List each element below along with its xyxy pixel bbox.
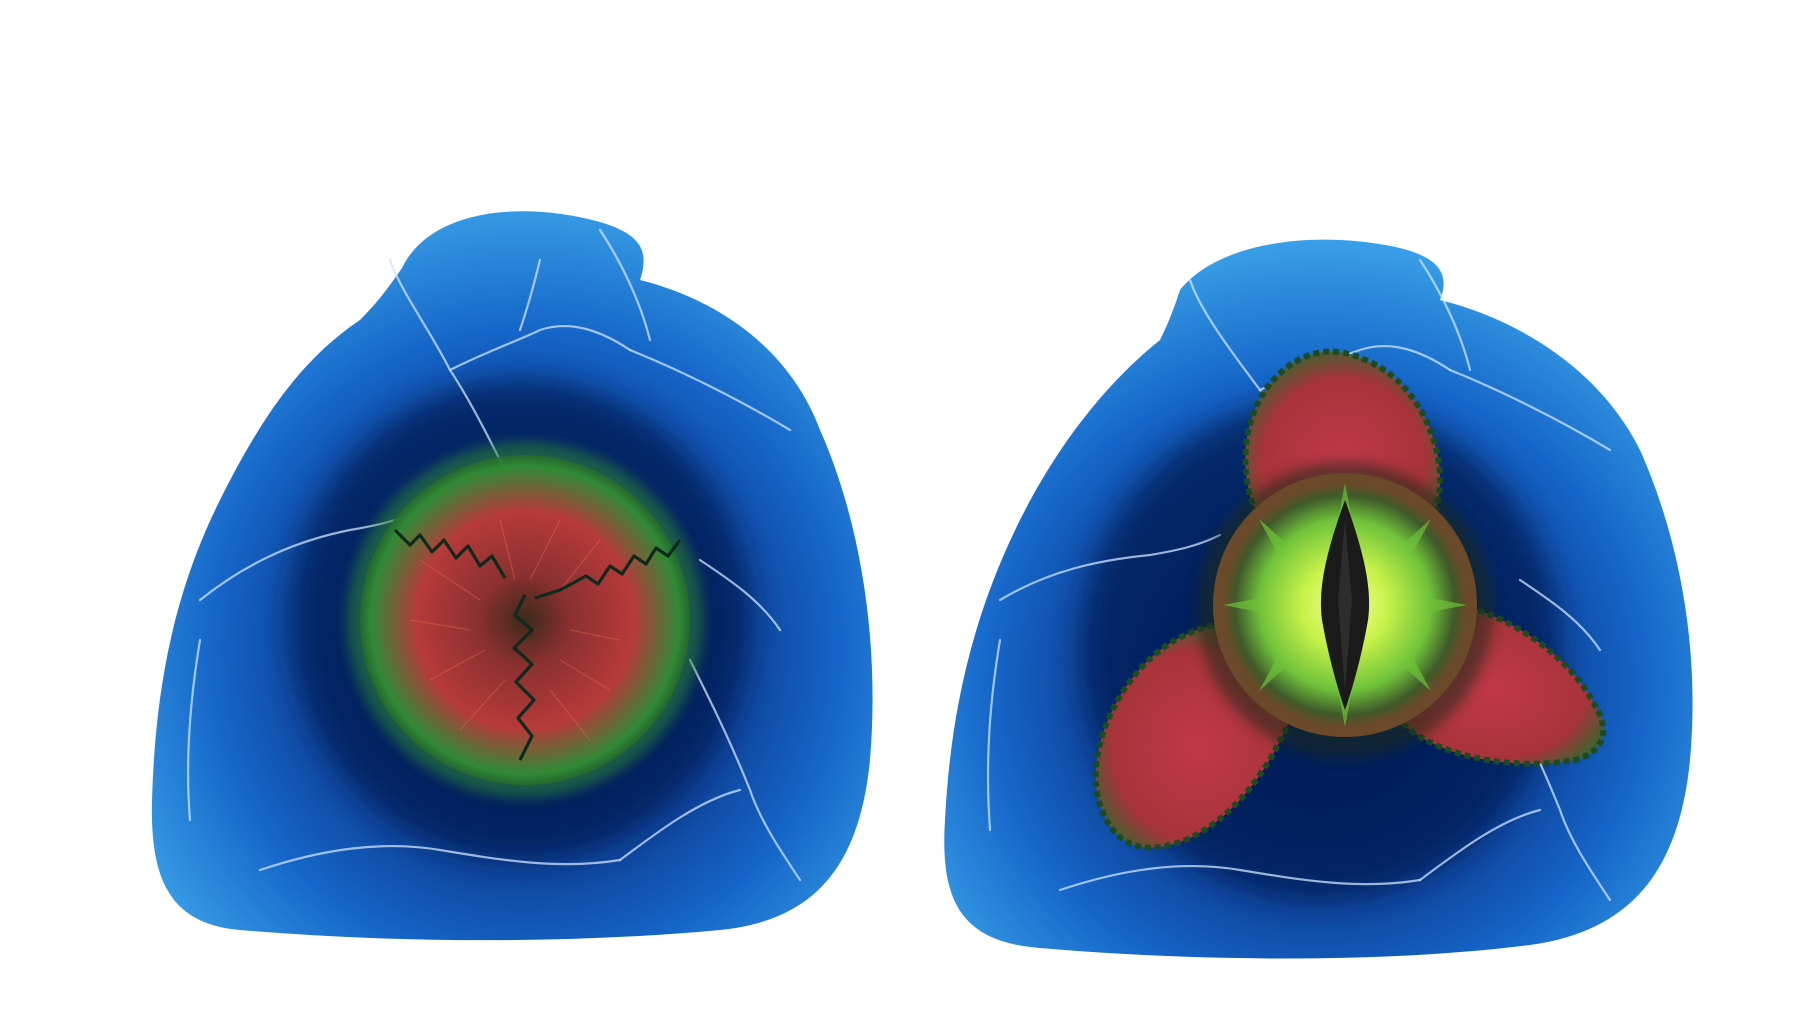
closed-eye-pod	[151, 211, 873, 941]
left-orb-seams	[393, 528, 682, 761]
left-shell-veins	[186, 228, 802, 882]
left-orb-texture	[409, 519, 621, 741]
pupil-highlight	[1338, 520, 1352, 690]
open-eye-pod	[944, 239, 1693, 959]
left-orb	[360, 455, 690, 785]
iris-spikes	[1223, 483, 1467, 727]
